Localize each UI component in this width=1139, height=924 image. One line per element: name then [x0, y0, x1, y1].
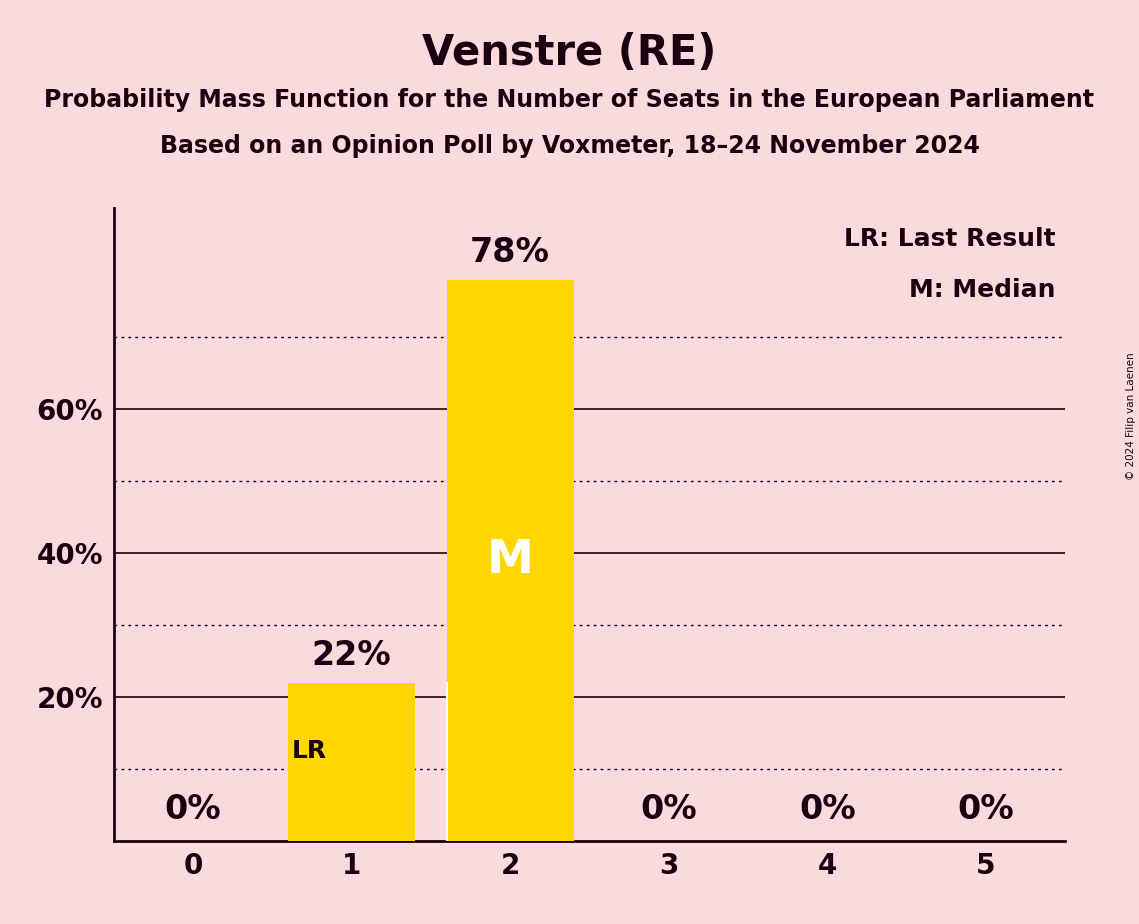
Text: Based on an Opinion Poll by Voxmeter, 18–24 November 2024: Based on an Opinion Poll by Voxmeter, 18… [159, 134, 980, 158]
Text: Venstre (RE): Venstre (RE) [423, 32, 716, 74]
Text: M: M [486, 538, 534, 583]
Text: 0%: 0% [958, 794, 1014, 826]
Text: LR: LR [292, 739, 327, 763]
Text: 0%: 0% [640, 794, 697, 826]
Text: M: Median: M: Median [909, 277, 1056, 301]
Text: 22%: 22% [312, 638, 392, 672]
Text: Probability Mass Function for the Number of Seats in the European Parliament: Probability Mass Function for the Number… [44, 88, 1095, 112]
Bar [288, 683, 415, 841]
Text: LR: Last Result: LR: Last Result [844, 227, 1056, 251]
Text: 78%: 78% [470, 236, 550, 269]
Text: 0%: 0% [798, 794, 855, 826]
Text: 0%: 0% [165, 794, 221, 826]
Text: © 2024 Filip van Laenen: © 2024 Filip van Laenen [1126, 352, 1136, 480]
Bar [446, 280, 574, 841]
